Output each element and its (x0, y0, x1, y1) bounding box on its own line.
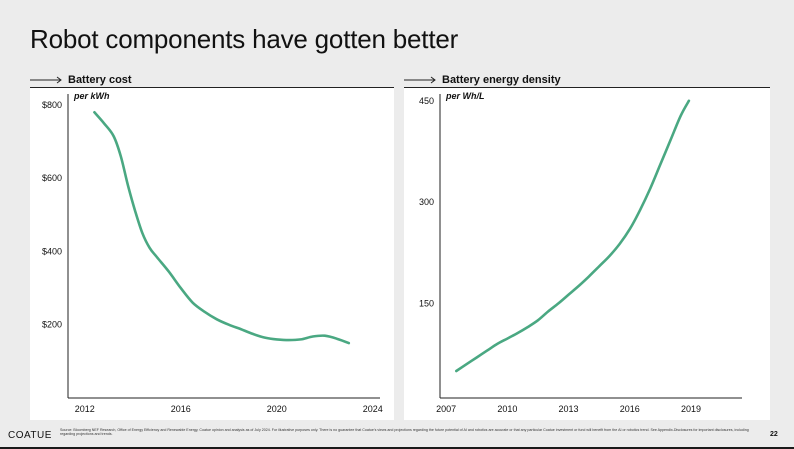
y-tick-label: 450 (419, 96, 434, 106)
energy-density-chart: per Wh/L 150 300 450 2007 2010 2013 2016 2019 (419, 91, 742, 414)
y-tick-label: $800 (42, 100, 62, 110)
series-line (455, 99, 691, 373)
panel-energy-density: per Wh/L 150 300 450 2007 2010 2013 2016 2019 (404, 88, 770, 420)
x-tick-label: 2016 (171, 404, 191, 414)
chart-title-battery-cost: Battery cost (68, 74, 132, 86)
footer: COATUE Source: Bloomberg NEF Research, O… (0, 424, 794, 449)
arrow-right-icon (404, 76, 436, 84)
coatue-logo: COATUE (8, 430, 52, 441)
x-tick-label: 2007 (436, 404, 456, 414)
bottom-divider (0, 447, 794, 449)
x-tick-label: 2019 (681, 404, 701, 414)
y-tick-label: $600 (42, 173, 62, 183)
x-tick-label: 2024 (363, 404, 383, 414)
x-tick-label: 2012 (75, 404, 95, 414)
x-tick-label: 2013 (559, 404, 579, 414)
header-divider (404, 87, 770, 88)
y-tick-label: $200 (42, 320, 62, 330)
page-number: 22 (770, 431, 778, 438)
chart-header-energy-density: Battery energy density (404, 72, 561, 88)
x-tick-label: 2020 (267, 404, 287, 414)
x-tick-label: 2010 (497, 404, 517, 414)
y-tick-label: 300 (419, 197, 434, 207)
source-disclaimer: Source: Bloomberg NEF Research, Office o… (60, 428, 749, 437)
x-tick-label: 2016 (620, 404, 640, 414)
arrow-right-icon (30, 76, 62, 84)
page-title: Robot components have gotten better (30, 24, 459, 54)
battery-cost-chart: per kWh $200 $400 $600 $800 2012 2016 2020 2024 (42, 91, 383, 414)
chart-header-battery-cost: Battery cost (30, 72, 132, 88)
unit-label: per Wh/L (445, 91, 485, 101)
panel-battery-cost: per kWh $200 $400 $600 $800 2012 2016 2020 2024 (30, 88, 394, 420)
header-divider (30, 87, 394, 88)
series-line (93, 111, 351, 345)
y-tick-label: 150 (419, 298, 434, 308)
unit-label: per kWh (73, 91, 110, 101)
chart-title-energy-density: Battery energy density (442, 74, 561, 86)
y-tick-label: $400 (42, 246, 62, 256)
